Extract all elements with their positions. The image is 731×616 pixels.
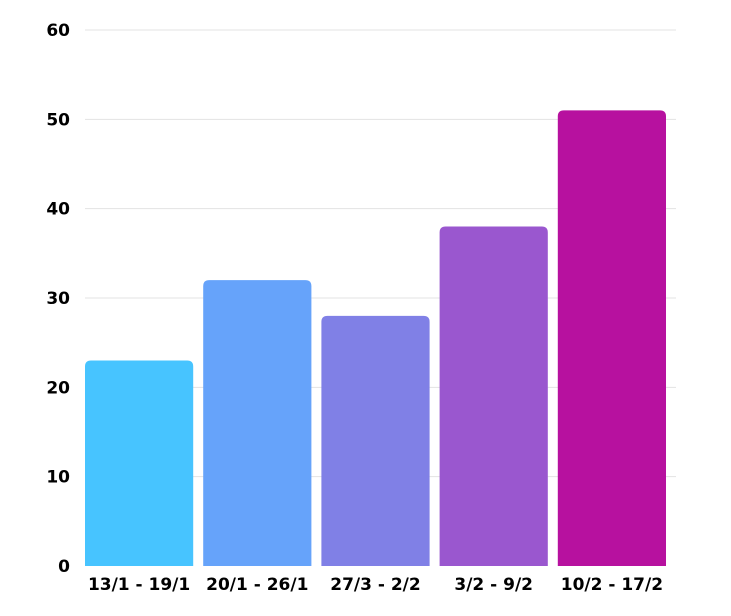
y-tick-label: 30 — [46, 289, 70, 309]
x-tick-label: 10/2 - 17/2 — [561, 575, 663, 595]
y-tick-label: 40 — [46, 200, 70, 220]
x-tick-label: 3/2 - 9/2 — [454, 575, 533, 595]
bars — [85, 110, 666, 567]
x-tick-label: 13/1 - 19/1 — [88, 575, 190, 595]
x-axis-ticks: 13/1 - 19/1 20/1 - 26/1 27/3 - 2/2 3/2 - 9/… — [88, 575, 663, 595]
y-axis-ticks: 0 10 20 30 40 50 60 — [46, 21, 70, 577]
y-tick-label: 20 — [46, 378, 70, 398]
x-tick-label: 20/1 - 26/1 — [206, 575, 308, 595]
bar-5[interactable] — [557, 110, 666, 567]
y-tick-label: 60 — [46, 21, 70, 41]
bar-2[interactable] — [203, 280, 312, 566]
bar-4[interactable] — [439, 226, 548, 567]
y-tick-label: 50 — [46, 110, 70, 130]
x-tick-label: 27/3 - 2/2 — [330, 575, 420, 595]
bar-3[interactable] — [321, 315, 430, 566]
y-tick-label: 0 — [58, 557, 70, 577]
bar-1[interactable] — [85, 360, 194, 566]
y-tick-label: 10 — [46, 468, 70, 488]
